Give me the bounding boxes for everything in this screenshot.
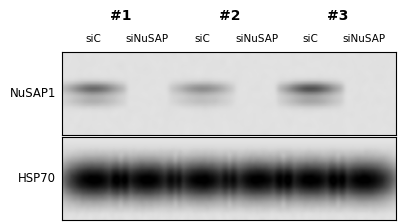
Text: siNuSAP: siNuSAP <box>236 34 279 44</box>
Text: siNuSAP: siNuSAP <box>343 34 386 44</box>
Text: #1: #1 <box>110 9 131 23</box>
Text: siC: siC <box>194 34 210 44</box>
Text: #3: #3 <box>327 9 348 23</box>
Text: siC: siC <box>303 34 319 44</box>
Text: NuSAP1: NuSAP1 <box>10 87 56 99</box>
Text: HSP70: HSP70 <box>18 172 56 185</box>
Text: siC: siC <box>86 34 102 44</box>
Text: #2: #2 <box>219 9 240 23</box>
Text: siNuSAP: siNuSAP <box>126 34 169 44</box>
